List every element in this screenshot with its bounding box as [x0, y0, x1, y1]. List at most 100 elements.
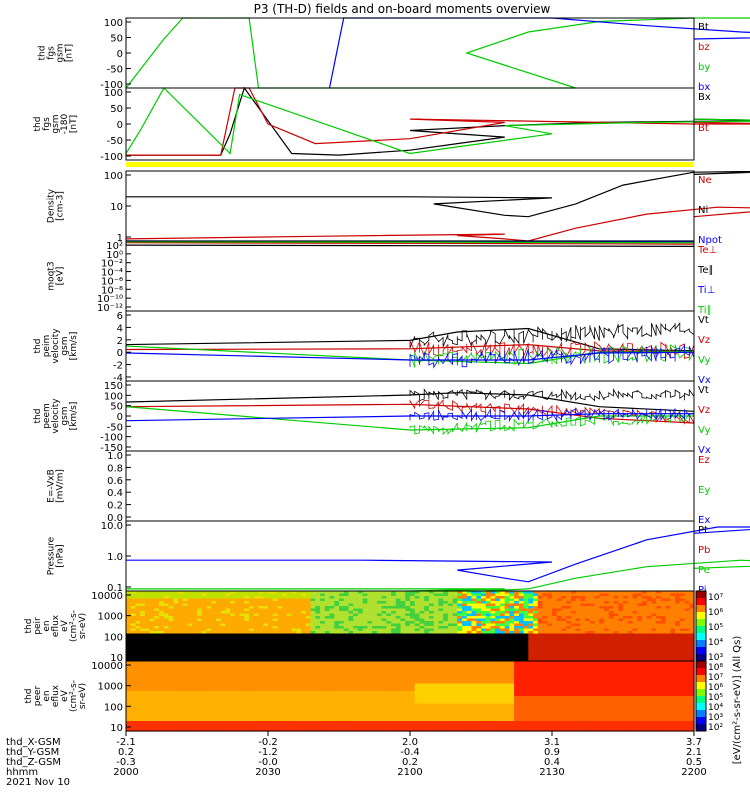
- spectrogram-cell: [656, 621, 662, 625]
- spectrogram-cell: [372, 656, 378, 660]
- spectrogram-cell: [282, 631, 288, 635]
- ylabel-line: thd: [24, 619, 34, 634]
- spectrogram-cell: [144, 691, 151, 695]
- spectrogram-cell: [249, 628, 255, 632]
- spectrogram-cell: [249, 688, 255, 692]
- spectrogram-cell: [324, 696, 331, 700]
- spectrogram-cell: [561, 621, 567, 625]
- spectrogram-cell: [178, 723, 184, 727]
- spectrogram-cell: [646, 628, 652, 632]
- spectrogram-cell: [310, 656, 316, 660]
- spectrogram-cell: [197, 678, 203, 682]
- spectrogram-cell: [244, 668, 250, 672]
- spectrogram-cell: [173, 716, 179, 720]
- spectrogram-cell: [206, 668, 212, 672]
- spectrogram-cell: [130, 663, 136, 667]
- spectrogram-cell: [613, 646, 619, 650]
- spectrogram-cell: [215, 701, 222, 705]
- spectrogram-cell: [443, 613, 449, 617]
- spectrogram-cell: [154, 666, 160, 670]
- spectrogram-cell: [154, 598, 160, 602]
- spectrogram-cell: [277, 663, 283, 667]
- spectrogram-cell: [376, 646, 383, 650]
- spectrogram-cell: [348, 611, 354, 615]
- spectrogram-cell: [310, 593, 316, 597]
- spectrogram-cell: [225, 658, 231, 662]
- spectrogram-cell: [343, 671, 349, 675]
- spectrogram-cell: [239, 718, 245, 722]
- spectrogram-cell: [201, 656, 207, 660]
- spectrogram-cell: [263, 613, 269, 617]
- spectrogram-cell: [135, 646, 141, 650]
- spectrogram-cell: [234, 671, 241, 675]
- spectrogram-cell: [618, 636, 624, 640]
- spectrogram-cell: [457, 653, 463, 657]
- spectrogram-cell: [684, 636, 690, 640]
- spectrogram-cell: [499, 636, 506, 640]
- spectrogram-cell: [490, 641, 496, 645]
- spectrogram-cell: [537, 656, 544, 660]
- spectrogram-cell: [457, 608, 463, 612]
- spectrogram-cell: [296, 713, 302, 717]
- ytick-label: -50: [107, 65, 123, 76]
- spectrogram-cell: [163, 626, 170, 630]
- spectrogram-cell: [178, 626, 184, 630]
- spectrogram-cell: [296, 708, 302, 712]
- spectrogram-cell: [234, 618, 241, 622]
- spectrogram-cell: [362, 616, 368, 620]
- spectrogram-cell: [173, 658, 179, 662]
- spectrogram-cell: [230, 598, 236, 602]
- spectrogram-cell: [343, 593, 349, 597]
- spectrogram-cell: [187, 688, 193, 692]
- spectrogram-cell: [130, 706, 136, 710]
- spectrogram-cell: [400, 658, 406, 662]
- spectrogram-cell: [234, 591, 241, 595]
- spectrogram-cell: [339, 681, 345, 685]
- spectrogram-cell: [268, 631, 274, 635]
- spectrogram-cell: [362, 626, 368, 630]
- spectrogram-cell: [305, 718, 312, 722]
- spectrogram-cell: [253, 716, 260, 720]
- spectrogram-cell: [348, 671, 354, 675]
- spectrogram-cell: [268, 656, 274, 660]
- spectrogram-cell: [433, 648, 439, 652]
- spectrogram-cell: [362, 713, 368, 717]
- spectrogram-cell: [395, 603, 402, 607]
- spectrogram-cell: [419, 608, 425, 612]
- spectrogram-cell: [357, 708, 364, 712]
- spectrogram-cell: [315, 668, 321, 672]
- spectrogram-cell: [381, 618, 387, 622]
- spectrogram-cell: [419, 613, 425, 617]
- spectrogram-cell: [135, 648, 141, 652]
- spectrogram-cell: [424, 656, 430, 660]
- spectrogram-cell: [405, 596, 411, 600]
- spectrogram-cell: [234, 656, 241, 660]
- spectrogram-cell: [305, 683, 312, 687]
- spectrogram-cell: [126, 643, 132, 647]
- spectrogram-cell: [126, 641, 132, 645]
- spectrogram-cell: [476, 618, 482, 622]
- spectrogram-cell: [320, 603, 326, 607]
- spectrogram-cell: [348, 653, 354, 657]
- spectrogram-cell: [268, 663, 274, 667]
- spectrogram-cell: [424, 608, 430, 612]
- spectrogram-cell: [675, 628, 681, 632]
- spectrogram-cell: [665, 638, 671, 642]
- spectrogram-cell: [372, 643, 378, 647]
- spectrogram-cell: [391, 618, 397, 622]
- spectrogram-cell: [140, 728, 146, 732]
- spectrogram-cell: [570, 631, 577, 635]
- spectrogram-cell: [443, 601, 449, 605]
- spectrogram-cell: [570, 608, 577, 612]
- spectrogram-cell: [372, 641, 378, 645]
- spectrogram-cell: [424, 603, 430, 607]
- spectrogram-cell: [599, 658, 605, 662]
- spectrogram-cell: [201, 723, 207, 727]
- spectrogram-cell: [353, 726, 359, 730]
- spectrogram-cell: [253, 713, 260, 717]
- spectrogram-cell: [552, 653, 558, 657]
- spectrogram-cell: [168, 598, 174, 602]
- spectrogram-cell: [518, 648, 525, 652]
- spectrogram-cell: [452, 631, 458, 635]
